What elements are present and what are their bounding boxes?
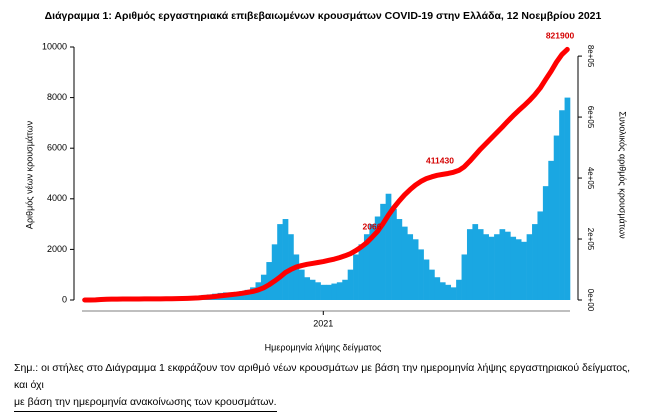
bar [321,285,327,300]
bar [418,249,424,300]
y2-axis-label: Συνολικός αριθμός κρουσμάτων [618,111,628,239]
bar [402,227,408,300]
note: Σημ.: οι στήλες στο Διάγραμμα 1 εκφράζου… [14,360,644,412]
y-tick-label: 10000 [42,41,67,51]
bar [337,282,343,300]
chart: Διάγραμμα 1: Αριθμός εργαστηριακά επιβεβ… [0,0,647,355]
x-tick-label: 2021 [313,318,333,328]
y2-tick-label: 2e+05 [586,228,595,251]
bar [456,280,462,300]
bar [353,254,359,300]
bar [310,280,316,300]
bar [483,234,489,300]
bar [434,277,440,300]
y-tick-label: 0 [62,294,67,304]
bar [510,237,516,300]
bar [440,282,446,300]
bar [494,234,500,300]
bar [326,285,332,300]
bar [451,287,457,300]
y2-tick-label: 0e+00 [586,289,595,312]
bar [429,270,435,300]
chart-title: Διάγραμμα 1: Αριθμός εργαστηριακά επιβεβ… [45,10,602,22]
bar [304,277,310,300]
y-tick-label: 2000 [47,244,67,254]
bar [489,237,495,300]
bar [413,239,419,300]
bar [391,209,397,300]
bar [277,224,283,300]
bar [532,224,538,300]
x-axis-label: Ημερομηνία λήψης δείγματος [265,342,382,352]
bar [396,219,402,300]
bar [543,186,549,300]
y-tick-label: 4000 [47,193,67,203]
bar [554,136,560,300]
bar [315,282,321,300]
bar [293,254,299,300]
bar [548,161,554,300]
note-line: Σημ.: οι στήλες στο Διάγραμμα 1 εκφράζου… [14,360,644,394]
bar [424,260,430,300]
bar [559,110,565,300]
y-tick-label: 8000 [47,92,67,102]
y-tick-label: 6000 [47,143,67,153]
bar [331,284,337,300]
annotation: 411430 [426,155,454,165]
bar [521,242,527,300]
bar [272,244,278,300]
bar [516,239,522,300]
bar [299,270,305,300]
bar [467,229,473,300]
bar [407,234,413,300]
bar [445,285,451,300]
y-axis-label: Αριθμός νέων κρουσμάτων [24,120,34,229]
bar [537,211,543,300]
annotation: 821900 [546,30,575,40]
bar [462,254,468,300]
bar [283,219,289,300]
bar [359,244,365,300]
bar [472,224,478,300]
bar [565,98,571,300]
bar [505,232,511,300]
note-line: με βάση την ημερομηνία ανακοίνωσης των κ… [14,394,277,412]
y2-tick-label: 6e+05 [586,106,595,129]
bar [478,229,484,300]
bar [527,234,533,300]
bar [500,229,506,300]
bar [342,280,348,300]
annotation: 2066 [363,221,382,231]
y2-tick-label: 4e+05 [586,167,595,190]
y2-tick-label: 8e+05 [586,45,595,68]
bar [348,270,354,300]
